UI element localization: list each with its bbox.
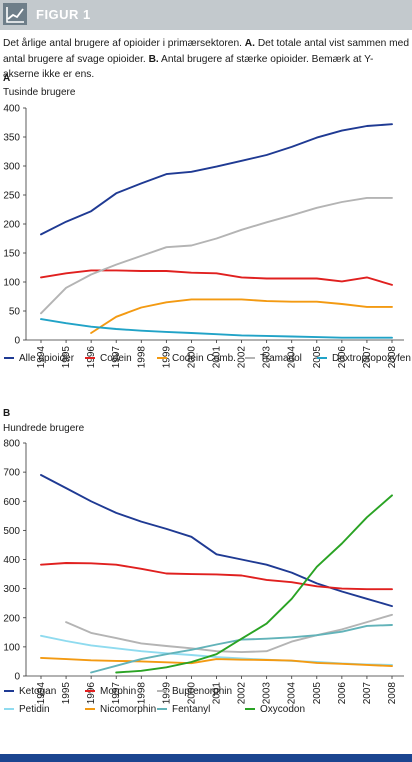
x-tick-label: 2005 xyxy=(312,346,323,369)
series-line-oxycodon xyxy=(115,494,393,674)
series-line-codein-comb- xyxy=(90,298,393,334)
y-tick-label: 400 xyxy=(3,104,20,115)
panel-b-ylabel: Hundrede brugere xyxy=(3,423,85,434)
x-tick-label: 2001 xyxy=(212,682,223,705)
y-tick-label: 500 xyxy=(3,526,20,537)
x-tick-label: 1996 xyxy=(86,346,97,369)
x-tick-label: 2006 xyxy=(337,682,348,705)
figure-header: FIGUR 1 xyxy=(0,0,412,30)
legend-label: Tramadol xyxy=(260,353,302,364)
panel-b-letter: B xyxy=(3,408,11,419)
caption-intro: Det årlige antal brugere af opioider i p… xyxy=(3,38,245,49)
series-line-tramadol xyxy=(40,196,393,315)
x-tick-label: 2000 xyxy=(186,682,197,705)
legend-label: Alle opioider xyxy=(19,353,75,364)
y-tick-label: 50 xyxy=(9,307,21,318)
x-tick-label: 2007 xyxy=(362,682,373,705)
x-tick-label: 2006 xyxy=(337,346,348,369)
y-tick-label: 100 xyxy=(3,642,20,653)
y-tick-label: 800 xyxy=(3,439,20,450)
x-tick-label: 1994 xyxy=(36,346,47,369)
figure-caption: Det årlige antal brugere af opioider i p… xyxy=(3,36,409,83)
x-tick-label: 2004 xyxy=(287,682,298,705)
y-tick-label: 400 xyxy=(3,555,20,566)
x-tick-label: 1997 xyxy=(111,682,122,705)
series-line-nicomorphin xyxy=(40,656,393,668)
legend-label: Nicomorphin xyxy=(100,704,156,715)
x-tick-label: 2002 xyxy=(237,346,248,369)
x-tick-label: 1995 xyxy=(61,682,72,705)
x-tick-label: 2004 xyxy=(287,346,298,369)
y-tick-label: 250 xyxy=(3,191,20,202)
y-tick-label: 700 xyxy=(3,468,20,479)
figure-title: FIGUR 1 xyxy=(36,7,91,22)
legend-label: Codein Comb. xyxy=(172,353,236,364)
panel-a-ylabel: Tusinde brugere xyxy=(3,87,76,98)
caption-b-label: B. xyxy=(148,53,159,65)
series-line-fentanyl xyxy=(90,624,393,674)
y-tick-label: 0 xyxy=(14,672,20,683)
footer-bar xyxy=(0,754,412,762)
legend-label: Oxycodon xyxy=(260,704,305,715)
y-tick-label: 600 xyxy=(3,497,20,508)
x-tick-label: 2002 xyxy=(237,682,248,705)
line-chart-icon xyxy=(3,3,27,25)
legend-label: Fentanyl xyxy=(172,704,210,715)
series-line-buprenorphin xyxy=(65,613,393,654)
x-tick-label: 2001 xyxy=(212,346,223,369)
legend-label: Morphin xyxy=(100,686,136,697)
legend-label: Dextropropoxyfen xyxy=(332,353,411,364)
x-tick-label: 1999 xyxy=(161,346,172,369)
x-tick-label: 2003 xyxy=(262,346,273,369)
y-tick-label: 150 xyxy=(3,249,20,260)
series-line-ketogan xyxy=(40,474,393,608)
caption-a-label: A. xyxy=(244,38,255,49)
legend-label: Buprenorphin xyxy=(172,686,232,697)
y-tick-label: 0 xyxy=(14,336,20,347)
legend-label: Codein xyxy=(100,353,132,364)
x-tick-label: 2003 xyxy=(262,682,273,705)
y-tick-label: 300 xyxy=(3,584,20,595)
x-tick-label: 1997 xyxy=(111,346,122,369)
x-tick-label: 1998 xyxy=(136,346,147,369)
y-tick-label: 200 xyxy=(3,220,20,231)
x-tick-label: 1996 xyxy=(86,682,97,705)
caption-b-text: Antal brugere af stærke opioider. Bemærk… xyxy=(3,53,374,81)
y-tick-label: 350 xyxy=(3,133,20,144)
series-line-alle-opioider xyxy=(40,123,393,236)
x-tick-label: 1999 xyxy=(161,682,172,705)
y-tick-label: 100 xyxy=(3,278,20,289)
x-tick-label: 1998 xyxy=(136,682,147,705)
x-tick-label: 1994 xyxy=(36,682,47,705)
x-tick-label: 2007 xyxy=(362,346,373,369)
x-tick-label: 2000 xyxy=(186,346,197,369)
caption-a-text: Det totale antal vist sammen med antal b… xyxy=(3,38,409,65)
x-tick-label: 2008 xyxy=(387,346,398,369)
series-line-morphin xyxy=(40,562,393,591)
x-tick-label: 2005 xyxy=(312,682,323,705)
series-line-dextropropoxyfen xyxy=(40,318,393,339)
x-tick-label: 2008 xyxy=(387,682,398,705)
panel-a-letter: A xyxy=(3,73,11,84)
y-tick-label: 200 xyxy=(3,613,20,624)
x-tick-label: 1995 xyxy=(61,346,72,369)
y-tick-label: 300 xyxy=(3,162,20,173)
legend-label: Petidin xyxy=(19,704,50,715)
legend-label: Ketogan xyxy=(19,686,56,697)
